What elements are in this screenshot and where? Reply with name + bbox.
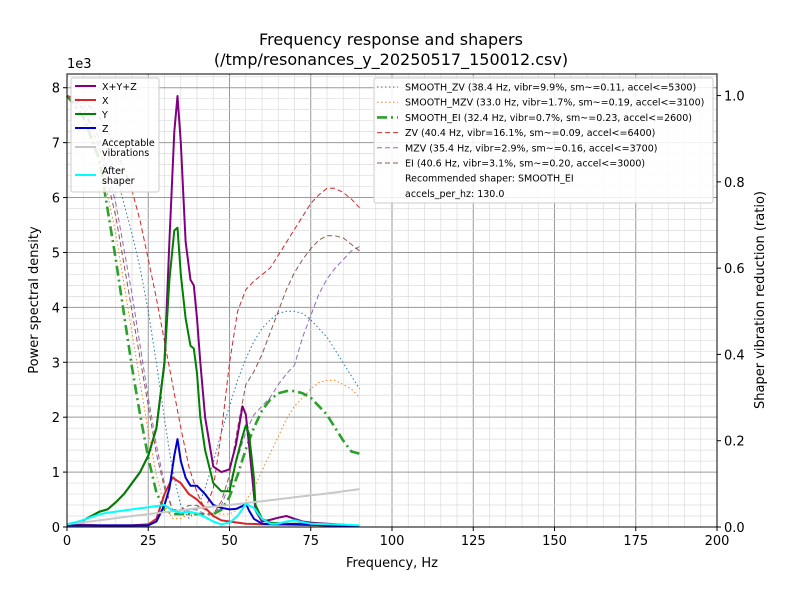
x-tick-label: 0 (63, 534, 71, 549)
x-tick-label: 50 (221, 534, 238, 549)
legend-right-label: ZV (40.4 Hz, vibr=16.1%, sm~=0.09, accel… (405, 128, 655, 139)
psd-line-3 (67, 438, 360, 527)
legend-right-label: SMOOTH_EI (32.4 Hz, vibr=0.7%, sm~=0.23,… (405, 113, 692, 124)
x-tick-label: 100 (380, 534, 405, 549)
y-axis-right-label: Shaper vibration reduction (ratio) (753, 191, 768, 409)
y-right-tick-label: 1.0 (724, 90, 745, 105)
y-tick-label: 3 (52, 356, 60, 371)
x-axis-label: Frequency, Hz (346, 556, 438, 571)
x-tick-label: 200 (705, 534, 730, 549)
y-tick-label: 8 (52, 82, 60, 97)
y-right-tick-label: 0.2 (724, 435, 745, 450)
x-tick-label: 25 (140, 534, 157, 549)
shaper-line-5 (66, 95, 360, 515)
x-tick-label: 75 (302, 534, 319, 549)
legend-left-label: X+Y+Z (102, 82, 137, 93)
x-tick-label: 175 (623, 534, 648, 549)
legend-left-label: shaper (102, 176, 135, 187)
psd-line-4 (66, 488, 360, 526)
y-tick-label: 5 (52, 246, 60, 261)
legend-right-note: Recommended shaper: SMOOTH_EI (405, 174, 574, 185)
legend-right-box (373, 77, 714, 204)
chart-subtitle: (/tmp/resonances_y_20250517_150012.csv) (214, 50, 568, 70)
y-tick-label: 1 (52, 466, 60, 481)
y-tick-label: 7 (52, 137, 60, 152)
plot-series (65, 94, 360, 527)
y-right-tick-label: 0.6 (724, 262, 745, 277)
legend-left-label: Y (101, 110, 108, 121)
legend-right-label: EI (40.6 Hz, vibr=3.1%, sm~=0.20, accel<… (405, 159, 645, 170)
shaper-line-4 (66, 95, 360, 515)
y-tick-label: 2 (52, 411, 60, 426)
chart-title: Frequency response and shapers (259, 30, 523, 49)
y-tick-label: 4 (52, 301, 60, 316)
legend-left-label: Z (102, 124, 109, 135)
y-right-tick-label: 0.8 (724, 176, 745, 191)
y-multiplier-label: 1e3 (67, 57, 92, 72)
legend-left-label: Acceptable (102, 138, 155, 149)
legend-right-note: accels_per_hz: 130.0 (405, 189, 504, 200)
legend-left-box (70, 77, 160, 193)
legend-right-label: MZV (35.4 Hz, vibr=2.9%, sm~=0.16, accel… (405, 143, 657, 154)
psd-line-5 (66, 502, 360, 527)
legend-right-label: SMOOTH_MZV (33.0 Hz, vibr=1.7%, sm~=0.19… (405, 98, 704, 109)
x-tick-label: 150 (542, 534, 567, 549)
y-axis-label: Power spectral density (27, 226, 42, 374)
y-right-tick-label: 0.0 (724, 521, 745, 536)
legend-left-label: vibrations (102, 148, 149, 159)
legend-left-label: X (102, 96, 109, 107)
x-tick-label: 125 (461, 534, 486, 549)
axis-ticks: 0 25 50 75 100 125 150 175 200 0 1 2 3 4 5 6 7 8 0.0 0.2 0.4… (52, 82, 745, 549)
shaper-line-2 (65, 94, 360, 516)
legend-right-label: SMOOTH_ZV (38.4 Hz, vibr=9.9%, sm~=0.11,… (405, 83, 696, 94)
legend-right: SMOOTH_ZV (38.4 Hz, vibr=9.9%, sm~=0.11,… (373, 77, 714, 204)
y-right-tick-label: 0.4 (724, 348, 745, 363)
y-tick-label: 0 (52, 521, 60, 536)
legend-left-label: After (102, 166, 125, 177)
y-tick-label: 6 (52, 192, 60, 207)
